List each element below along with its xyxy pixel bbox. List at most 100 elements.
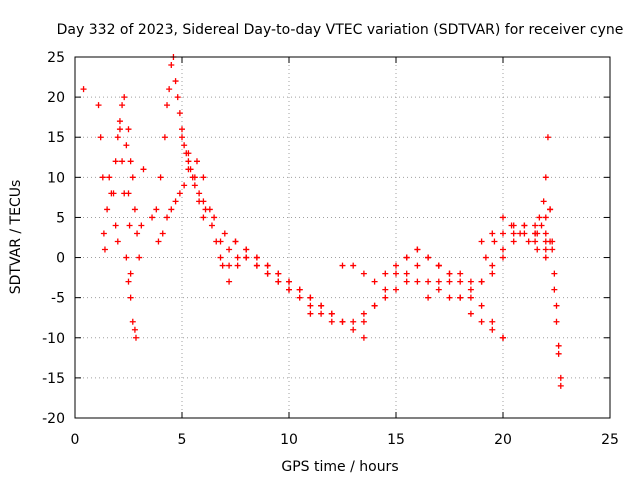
data-point bbox=[414, 278, 421, 285]
data-point bbox=[232, 238, 239, 245]
data-point bbox=[200, 214, 207, 221]
data-point bbox=[185, 150, 192, 157]
data-point bbox=[164, 214, 171, 221]
data-point bbox=[532, 222, 539, 229]
data-point bbox=[286, 278, 292, 285]
x-tick-label: 0 bbox=[71, 432, 80, 448]
series-s4 bbox=[125, 126, 147, 261]
data-point bbox=[510, 230, 517, 237]
data-point bbox=[159, 230, 166, 237]
data-point bbox=[403, 270, 410, 277]
data-point bbox=[131, 326, 138, 333]
data-point bbox=[95, 102, 102, 109]
data-point bbox=[371, 302, 378, 309]
data-point bbox=[193, 158, 200, 165]
data-point bbox=[547, 206, 554, 213]
series-s5 bbox=[149, 54, 207, 221]
data-point bbox=[99, 174, 106, 181]
data-point bbox=[557, 382, 564, 389]
data-point bbox=[551, 270, 558, 277]
data-point bbox=[500, 214, 506, 221]
data-point bbox=[219, 262, 226, 269]
data-point bbox=[211, 214, 218, 221]
data-point bbox=[114, 238, 121, 245]
data-point bbox=[307, 302, 314, 309]
data-point bbox=[191, 182, 198, 189]
data-point bbox=[253, 254, 260, 261]
data-point bbox=[234, 262, 241, 269]
data-point bbox=[339, 262, 346, 269]
series-s17 bbox=[478, 214, 554, 245]
data-point bbox=[425, 278, 432, 285]
data-point bbox=[467, 286, 474, 293]
x-tick-label: 15 bbox=[387, 432, 405, 448]
data-point bbox=[489, 326, 496, 333]
data-point bbox=[360, 310, 367, 317]
data-point bbox=[161, 134, 168, 141]
data-point bbox=[164, 102, 171, 109]
series-s1 bbox=[80, 86, 87, 93]
data-point bbox=[551, 286, 558, 293]
data-point bbox=[534, 246, 541, 253]
series-s2 bbox=[95, 102, 139, 341]
data-point bbox=[101, 246, 108, 253]
data-point bbox=[191, 174, 198, 181]
data-point bbox=[425, 254, 432, 261]
data-point bbox=[371, 278, 378, 285]
data-point bbox=[500, 230, 506, 237]
data-point bbox=[360, 334, 367, 341]
data-point bbox=[489, 262, 496, 269]
data-point bbox=[179, 126, 185, 133]
data-point bbox=[125, 278, 132, 285]
data-point bbox=[132, 334, 139, 341]
data-point bbox=[200, 174, 207, 181]
data-point bbox=[221, 230, 228, 237]
data-point bbox=[155, 238, 162, 245]
data-point bbox=[457, 294, 464, 301]
x-tick-labels: 0 5 10 15 20 25 bbox=[71, 432, 619, 448]
y-tick-label: 15 bbox=[47, 130, 65, 146]
data-point bbox=[457, 270, 464, 277]
axis-ticks bbox=[74, 56, 611, 419]
data-point bbox=[136, 254, 143, 261]
data-point bbox=[114, 134, 121, 141]
data-point bbox=[185, 166, 192, 173]
data-point bbox=[206, 206, 213, 213]
data-point bbox=[275, 270, 282, 277]
data-point bbox=[478, 302, 485, 309]
data-point bbox=[226, 262, 233, 269]
y-tick-label: 5 bbox=[56, 210, 65, 226]
data-point bbox=[253, 262, 260, 269]
y-axis-label: SDTVAR / TECUs bbox=[8, 180, 24, 295]
grid-lines bbox=[75, 57, 610, 418]
data-point bbox=[393, 270, 399, 277]
series-s6 bbox=[155, 166, 367, 341]
data-point bbox=[200, 198, 207, 205]
y-tick-label: -20 bbox=[42, 411, 65, 427]
data-point bbox=[553, 318, 560, 325]
data-point bbox=[138, 222, 145, 229]
data-point bbox=[328, 318, 335, 325]
data-point bbox=[181, 182, 188, 189]
data-point bbox=[542, 230, 549, 237]
data-point bbox=[307, 310, 314, 317]
data-point bbox=[196, 190, 203, 197]
data-point bbox=[226, 246, 233, 253]
data-point bbox=[226, 278, 233, 285]
data-point bbox=[500, 246, 506, 253]
data-point bbox=[508, 222, 515, 229]
data-point bbox=[491, 238, 498, 245]
data-point bbox=[264, 262, 271, 269]
x-tick-label: 25 bbox=[601, 432, 619, 448]
data-point bbox=[457, 278, 464, 285]
data-point bbox=[106, 174, 113, 181]
data-point bbox=[521, 222, 528, 229]
data-point bbox=[328, 310, 335, 317]
data-point bbox=[542, 246, 549, 253]
x-tick-label: 5 bbox=[178, 432, 187, 448]
data-point bbox=[217, 254, 224, 261]
data-point bbox=[185, 158, 192, 165]
data-point bbox=[510, 238, 517, 245]
data-point bbox=[264, 270, 271, 277]
